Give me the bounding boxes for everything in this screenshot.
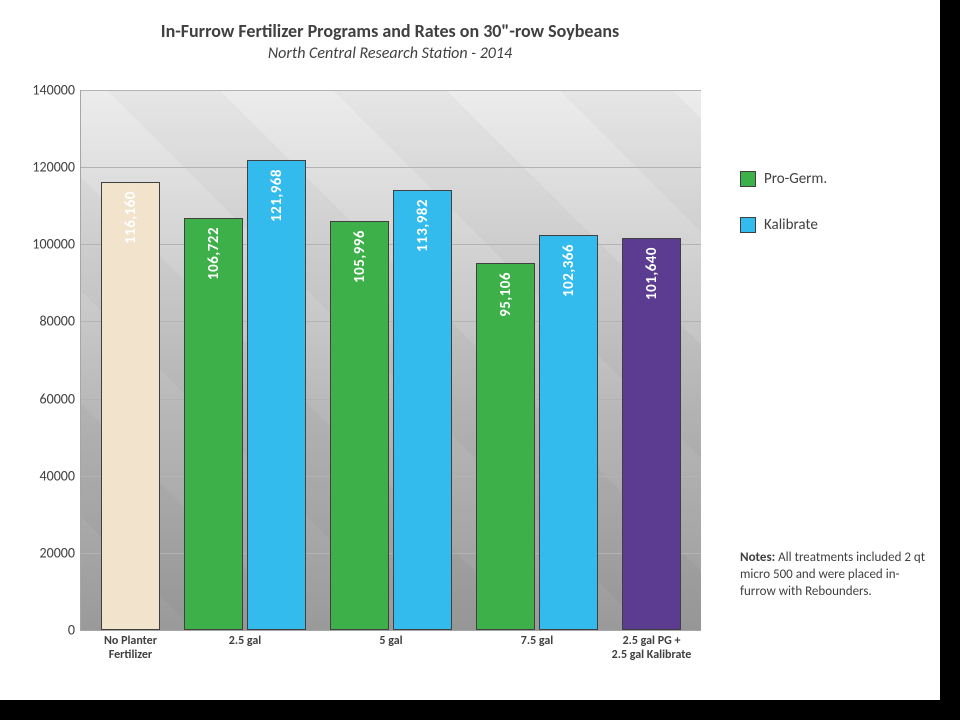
bar-progerm: 95,106	[476, 263, 535, 630]
bar-kalibrate: 102,366	[539, 235, 598, 630]
bar-value-label: 121,968	[268, 169, 286, 222]
bar-progerm: 105,996	[330, 221, 389, 630]
x-tick-label: 2.5 gal PG +2.5 gal Kalibrate	[612, 634, 692, 663]
legend-swatch	[740, 217, 756, 233]
legend-item: Pro-Germ.	[740, 170, 827, 188]
notes-block: Notes: All treatments included 2 qt micr…	[740, 550, 930, 601]
gridline	[81, 553, 701, 554]
y-tick-label: 60000	[40, 390, 75, 407]
plot-area: 0200004000060000800001000001200001400001…	[80, 90, 701, 631]
content-panel: In-Furrow Fertilizer Programs and Rates …	[0, 0, 940, 700]
bar-value-label: 102,366	[560, 244, 578, 297]
chart-title: In-Furrow Fertilizer Programs and Rates …	[40, 20, 740, 42]
bar-value-label: 113,982	[414, 199, 432, 252]
legend-label: Kalibrate	[764, 216, 818, 234]
chart-subtitle: North Central Research Station - 2014	[40, 44, 740, 63]
gridline	[81, 476, 701, 477]
y-tick-label: 20000	[40, 544, 75, 561]
legend-label: Pro-Germ.	[764, 170, 827, 188]
y-tick-label: 140000	[32, 82, 75, 99]
legend: Pro-Germ. Kalibrate	[740, 170, 827, 262]
slide-frame: In-Furrow Fertilizer Programs and Rates …	[0, 0, 960, 720]
x-tick-label: No PlanterFertilizer	[104, 634, 157, 663]
bar-kalibrate: 121,968	[247, 160, 306, 630]
bar-progerm: 106,722	[184, 218, 243, 630]
bar-combo: 101,640	[622, 238, 681, 630]
bar-none: 116,160	[101, 182, 160, 630]
gridline	[81, 90, 701, 91]
y-tick-label: 120000	[32, 159, 75, 176]
bar-kalibrate: 113,982	[393, 190, 452, 630]
legend-swatch	[740, 171, 756, 187]
y-tick-label: 100000	[32, 236, 75, 253]
x-tick-label: 5 gal	[379, 634, 402, 648]
gridline	[81, 321, 701, 322]
legend-item: Kalibrate	[740, 216, 827, 234]
gridline	[81, 167, 701, 168]
bar-value-label: 106,722	[205, 227, 223, 280]
bar-value-label: 95,106	[497, 272, 515, 317]
gridline	[81, 399, 701, 400]
y-tick-label: 0	[68, 622, 75, 639]
y-tick-label: 40000	[40, 467, 75, 484]
y-tick-label: 80000	[40, 313, 75, 330]
bar-value-label: 101,640	[643, 247, 661, 300]
x-tick-label: 7.5 gal	[521, 634, 553, 648]
bar-value-label: 116,160	[122, 191, 140, 244]
x-tick-label: 2.5 gal	[229, 634, 261, 648]
gridline	[81, 244, 701, 245]
bar-value-label: 105,996	[351, 230, 369, 283]
notes-label: Notes:	[740, 550, 775, 565]
